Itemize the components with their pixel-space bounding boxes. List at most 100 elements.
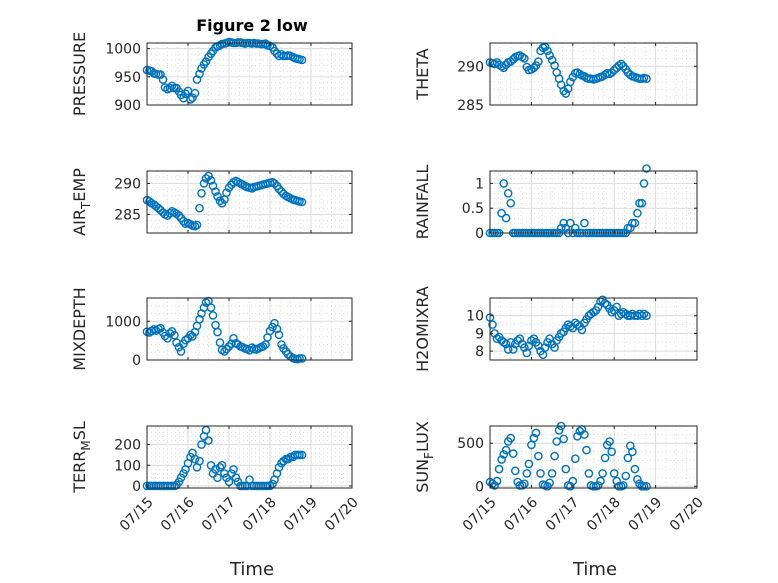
axes-frame [146,42,353,106]
data-point [540,343,550,352]
data-point [575,69,585,79]
data-point [204,436,213,445]
data-point [626,223,635,233]
data-point [297,55,307,65]
data-point [639,179,649,188]
data-point [272,324,282,334]
data-point [195,314,204,324]
data-point [197,188,206,198]
y-tick-label: 100 [114,458,141,474]
data-point [201,174,211,183]
data-point [222,188,231,197]
data-point [215,338,225,347]
x-axis-label-left: Time [229,559,274,580]
y-tick-label: 10 [466,309,484,325]
y-axis-label: PRESSURE [70,32,89,116]
subplot-mixdepth: 0 1000 MIXDEPTH [70,287,353,371]
data-point [524,459,534,469]
data-point [510,466,520,476]
data-point [520,343,529,352]
y-axis-label: MIXDEPTH [70,287,89,370]
data-point [186,452,195,462]
data-point [536,469,545,478]
data-point [566,77,575,87]
data-point [488,320,497,329]
y-axis-label: H2OMIXRA [413,286,432,372]
data-point [559,86,569,96]
data-point [605,437,614,446]
x-tick-label: 07/20 [667,494,707,534]
data-point [518,481,527,490]
data-point [197,440,206,449]
data-point [561,89,571,98]
data-point [596,476,605,486]
axes-frame [146,297,353,361]
data-point [188,332,197,341]
y-tick-label: 0.5 [462,201,484,217]
data-point [497,62,506,71]
y-tick-label: 290 [457,59,484,75]
y-tick-label: 0 [132,353,141,369]
data-point [621,471,631,481]
y-tick-label: 9 [475,326,484,342]
data-point [639,481,649,491]
subplot-sun-flux: 0 500 07/15 07/16 07/17 07/18 07/19 07/20 SUNFLU… [413,421,707,534]
data-point [492,334,502,344]
data-point [501,445,511,455]
data-point [156,323,165,333]
x-tick-label: 07/18 [584,494,624,534]
data-point [195,203,204,213]
data-point [213,192,222,201]
data-point [506,57,516,66]
y-axis-label: SUNFLUX [413,421,436,493]
data-point [642,164,651,173]
data-point [508,449,518,458]
data-point [492,476,502,486]
data-point [490,481,499,490]
data-point [199,179,209,188]
data-point [600,298,610,308]
data-point [295,450,304,460]
data-point [642,311,651,321]
data-point [566,481,575,491]
data-point [616,59,626,69]
y-tick-label: 1000 [105,42,141,58]
data-point [635,198,644,208]
data-point [580,430,589,439]
data-point [508,345,518,354]
data-point [190,88,200,98]
data-point [494,464,504,474]
data-point [277,187,286,196]
data-point [571,454,580,464]
axes-frame [146,425,353,489]
data-point [213,327,222,337]
data-point [165,328,175,338]
data-point [534,451,543,461]
data-point [188,93,197,102]
data-point [156,205,165,215]
data-point [201,57,211,66]
data-point [224,342,234,351]
data-point [154,203,163,213]
subplot-h2omixra: 8 910 H2OMIXRA [413,286,698,372]
data-point [593,302,603,312]
data-point [274,184,284,194]
y-tick-label: 1 [475,176,484,192]
data-point [195,69,204,79]
data-point [556,223,566,233]
data-point [192,220,202,230]
y-tick-label: 950 [114,70,141,86]
data-point [186,95,195,104]
x-tick-label: 07/15 [460,494,500,534]
subplot-theta: 285 290 THETA [413,42,698,114]
data-point [550,451,559,461]
subplot-rainfall: 0 0.5 1 RAINFALL [413,164,698,242]
data-point [181,335,190,345]
data-point [195,456,204,466]
subplot-pressure: 900 950 1000 PRESSURE [70,32,353,116]
y-tick-label: 500 [457,436,484,452]
data-point [520,479,529,489]
x-tick-label: 07/17 [199,494,239,534]
y-tick-label: 0 [475,226,484,242]
